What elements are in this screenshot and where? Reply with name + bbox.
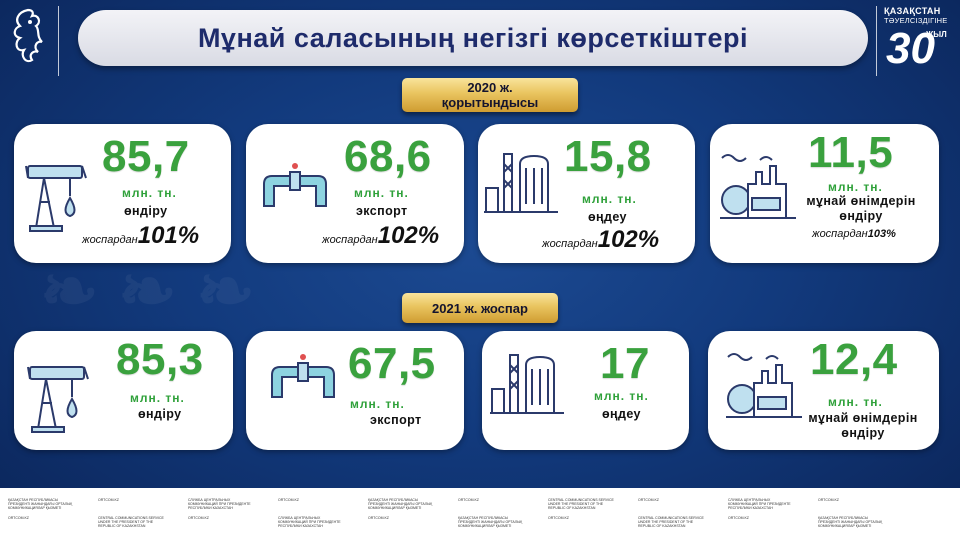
label: өндіру — [138, 407, 182, 421]
unit: млн. тн. — [828, 395, 883, 409]
logo-line1: ҚАЗАҚСТАН — [884, 6, 941, 16]
oil-pump-icon — [25, 165, 87, 232]
unit: млн. тн. — [582, 192, 637, 206]
factory-icon — [720, 154, 796, 219]
footer-item: ORTCOM.KZ — [368, 516, 389, 520]
refinery-icon — [484, 153, 558, 213]
plan-percent: 101% — [137, 222, 200, 249]
value: 11,5 — [808, 128, 894, 177]
footer-item: ҚАЗАҚСТАН РЕСПУБЛИКАСЫ ПРЕЗИДЕНТІ ЖАНЫНД… — [458, 516, 523, 528]
section-2021-tab: 2021 ж. жоспар — [402, 293, 558, 323]
label: мұнай өнімдерін өндіру — [808, 411, 918, 440]
footer-item: ORTCOM.KZ — [278, 498, 299, 502]
plan-percent: 103% — [867, 228, 896, 240]
oil-pump-icon — [27, 366, 89, 433]
footer-item: ORTCOM.KZ — [548, 516, 569, 520]
footer-item: ҚАЗАҚСТАН РЕСПУБЛИКАСЫ ПРЕЗИДЕНТІ ЖАНЫНД… — [8, 498, 73, 510]
value: 85,7 — [102, 132, 190, 181]
page-title: Мұнай саласының негізгі көрсеткіштері — [197, 22, 749, 53]
plan-line: жоспардан101% — [82, 222, 199, 250]
card-2021-production: 85,3 млн. тн. өндіру — [14, 331, 233, 450]
footer-item: ҚАЗАҚСТАН РЕСПУБЛИКАСЫ ПРЕЗИДЕНТІ ЖАНЫНД… — [818, 516, 883, 528]
section-2020-line2: қорытындысы — [441, 95, 539, 110]
plan-percent: 102% — [597, 226, 660, 253]
footer-item: СЛУЖБА ЦЕНТРАЛЬНЫХ КОММУНИКАЦИЙ ПРИ ПРЕЗ… — [728, 498, 791, 510]
section-2020-tab: 2020 ж. қорытындысы — [402, 78, 578, 112]
value: 12,4 — [810, 335, 898, 384]
unit: млн. тн. — [354, 186, 409, 200]
footer-strip: ҚАЗАҚСТАН РЕСПУБЛИКАСЫ ПРЕЗИДЕНТІ ЖАНЫНД… — [0, 488, 960, 540]
logo-line2: ТӘУЕЛСІЗДІГІНЕ — [884, 16, 948, 25]
footer-item: СЛУЖБА ЦЕНТРАЛЬНЫХ КОММУНИКАЦИЙ ПРИ ПРЕЗ… — [188, 498, 251, 510]
footer-item: CENTRAL COMMUNICATIONS SERVICE UNDER THE… — [98, 516, 164, 528]
value: 85,3 — [116, 335, 204, 384]
title-banner: Мұнай саласының негізгі көрсеткіштері — [78, 10, 868, 66]
independence-30-logo: ҚАЗАҚСТАН ТӘУЕЛСІЗДІГІНЕ 30 ЖЫЛ — [882, 6, 956, 76]
plan-prefix: жоспардан — [82, 234, 138, 246]
header-divider-left — [58, 6, 59, 76]
card-2020-refining: 15,8 млн. тн. өңдеу жоспардан102% — [478, 124, 695, 263]
label: экспорт — [356, 204, 408, 218]
section-2021-line1: 2021 ж. жоспар — [432, 300, 528, 316]
unit: млн. тн. — [594, 389, 649, 403]
label: өндіру — [124, 204, 168, 218]
footer-item: ҚАЗАҚСТАН РЕСПУБЛИКАСЫ ПРЕЗИДЕНТІ ЖАНЫНД… — [368, 498, 433, 510]
pipeline-icon — [263, 163, 327, 207]
footer-item: ORTCOM.KZ — [638, 498, 659, 502]
card-2021-products: 12,4 млн. тн. мұнай өнімдерін өндіру — [708, 331, 939, 450]
card-2020-production: 85,7 млн. тн. өндіру жоспардан101% — [14, 124, 231, 263]
background-watermark: ❧ ❧ ❧ — [40, 252, 255, 330]
footer-item: СЛУЖБА ЦЕНТРАЛЬНЫХ КОММУНИКАЦИЙ ПРИ ПРЕЗ… — [278, 516, 341, 528]
footer-item: ORTCOM.KZ — [458, 498, 479, 502]
label: мұнай өнімдерін өндіру — [806, 194, 916, 223]
unit: млн. тн. — [350, 397, 405, 411]
plan-prefix: жоспардан — [322, 234, 378, 246]
value: 68,6 — [344, 132, 432, 181]
pipeline-icon — [271, 354, 335, 398]
plan-prefix: жоспардан — [542, 238, 598, 250]
section-2020-line1: 2020 ж. — [467, 80, 513, 95]
logo-word: ЖЫЛ — [926, 30, 947, 39]
unit: млн. тн. — [122, 186, 177, 200]
refinery-icon — [490, 354, 564, 414]
plan-percent: 102% — [377, 222, 440, 249]
label: өңдеу — [588, 210, 627, 224]
plan-line: жоспардан103% — [812, 228, 896, 240]
value: 17 — [600, 339, 650, 388]
footer-item: ORTCOM.KZ — [728, 516, 749, 520]
value: 15,8 — [564, 132, 652, 181]
unit: млн. тн. — [828, 180, 883, 194]
plan-prefix: жоспардан — [812, 228, 868, 240]
footer-item: ORTCOM.KZ — [818, 498, 839, 502]
card-2021-export: 67,5 млн. тн. экспорт — [246, 331, 464, 450]
footer-row: ORTCOM.KZ CENTRAL COMMUNICATIONS SERVICE… — [8, 516, 958, 528]
header-divider-right — [876, 6, 877, 76]
label: экспорт — [370, 413, 422, 427]
plan-line: жоспардан102% — [322, 222, 439, 250]
footer-item: ORTCOM.KZ — [188, 516, 209, 520]
unit: млн. тн. — [130, 391, 185, 405]
factory-icon — [726, 353, 802, 418]
card-2020-products: 11,5 млн. тн. мұнай өнімдерін өндіру жос… — [710, 124, 939, 263]
footer-row: ҚАЗАҚСТАН РЕСПУБЛИКАСЫ ПРЕЗИДЕНТІ ЖАНЫНД… — [8, 498, 958, 510]
logo-number: 30 — [886, 24, 935, 73]
footer-item: CENTRAL COMMUNICATIONS SERVICE UNDER THE… — [638, 516, 704, 528]
emblem-icon — [13, 8, 43, 63]
label: өңдеу — [602, 407, 641, 421]
card-2020-export: 68,6 млн. тн. экспорт жоспардан102% — [246, 124, 464, 263]
card-2021-refining: 17 млн. тн. өңдеу — [482, 331, 689, 450]
plan-line: жоспардан102% — [542, 226, 659, 254]
footer-item: ORTCOM.KZ — [8, 516, 29, 520]
footer-item: CENTRAL COMMUNICATIONS SERVICE UNDER THE… — [548, 498, 614, 510]
value: 67,5 — [348, 339, 436, 388]
footer-item: ORTCOM.KZ — [98, 498, 119, 502]
